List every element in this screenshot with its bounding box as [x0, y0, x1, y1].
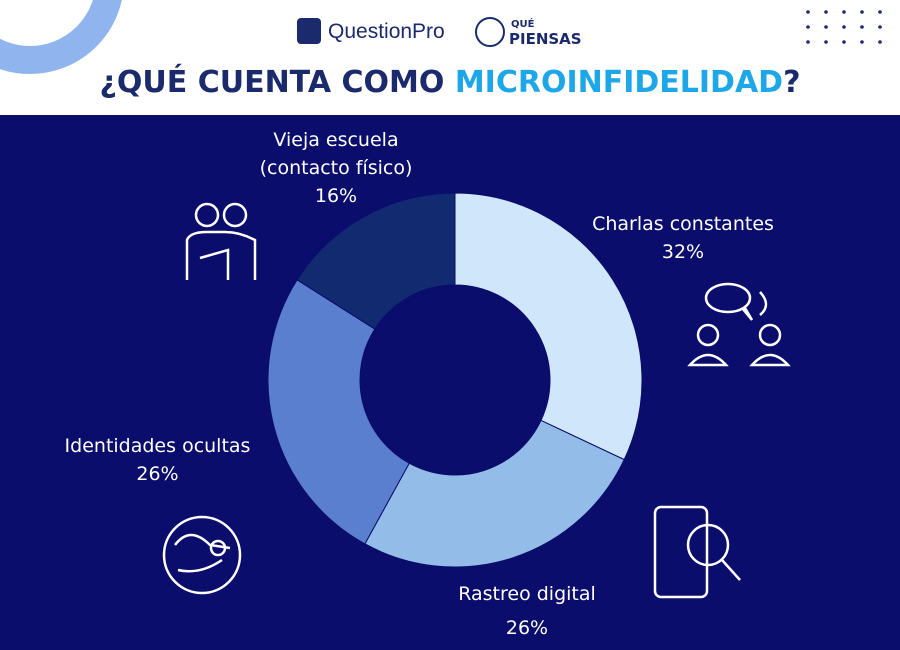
category-label: Vieja escuela (contacto físico) — [259, 129, 413, 179]
partner-logo-bottom: PIENSAS — [509, 30, 582, 48]
brand-logo: QuestionPro — [328, 20, 445, 43]
slice-label: Vieja escuela (contacto físico) 16% — [236, 126, 436, 210]
donut-slice — [364, 419, 625, 568]
donut-slice — [454, 192, 643, 461]
icon-chat — [687, 282, 791, 367]
donut-slice — [296, 192, 456, 330]
decor-arc — [0, 0, 122, 74]
decor-dots — [806, 10, 882, 44]
icons — [162, 202, 791, 599]
value-label: 32% — [661, 241, 705, 263]
brand-logo-icon — [297, 18, 321, 44]
icon-hide — [162, 515, 242, 595]
chart-title: ¿QUÉ CUENTA COMO MICROINFIDELIDAD? — [100, 64, 801, 100]
icon-phone — [653, 505, 741, 599]
donut-slice — [267, 279, 410, 545]
title-part: ? — [783, 65, 800, 100]
title-highlight: MICROINFIDELIDAD — [455, 65, 783, 100]
slice-label: Identidades ocultas 26% — [40, 432, 275, 488]
category-label: Rastreo digital — [458, 583, 596, 605]
title-part: ¿QUÉ CUENTA COMO — [100, 64, 455, 100]
category-label: Identidades ocultas — [64, 435, 251, 457]
partner-logo-top: QUÉ — [511, 17, 535, 30]
icon-hug — [185, 202, 257, 280]
slice-label: Charlas constantes 32% — [583, 210, 783, 266]
value-label: 16% — [314, 185, 358, 207]
slice-label: Rastreo digital 26% — [427, 580, 627, 642]
value-label: 26% — [505, 617, 549, 639]
category-label: Charlas constantes — [592, 213, 774, 235]
value-label: 26% — [136, 463, 179, 485]
partner-logo-icon — [475, 17, 505, 47]
